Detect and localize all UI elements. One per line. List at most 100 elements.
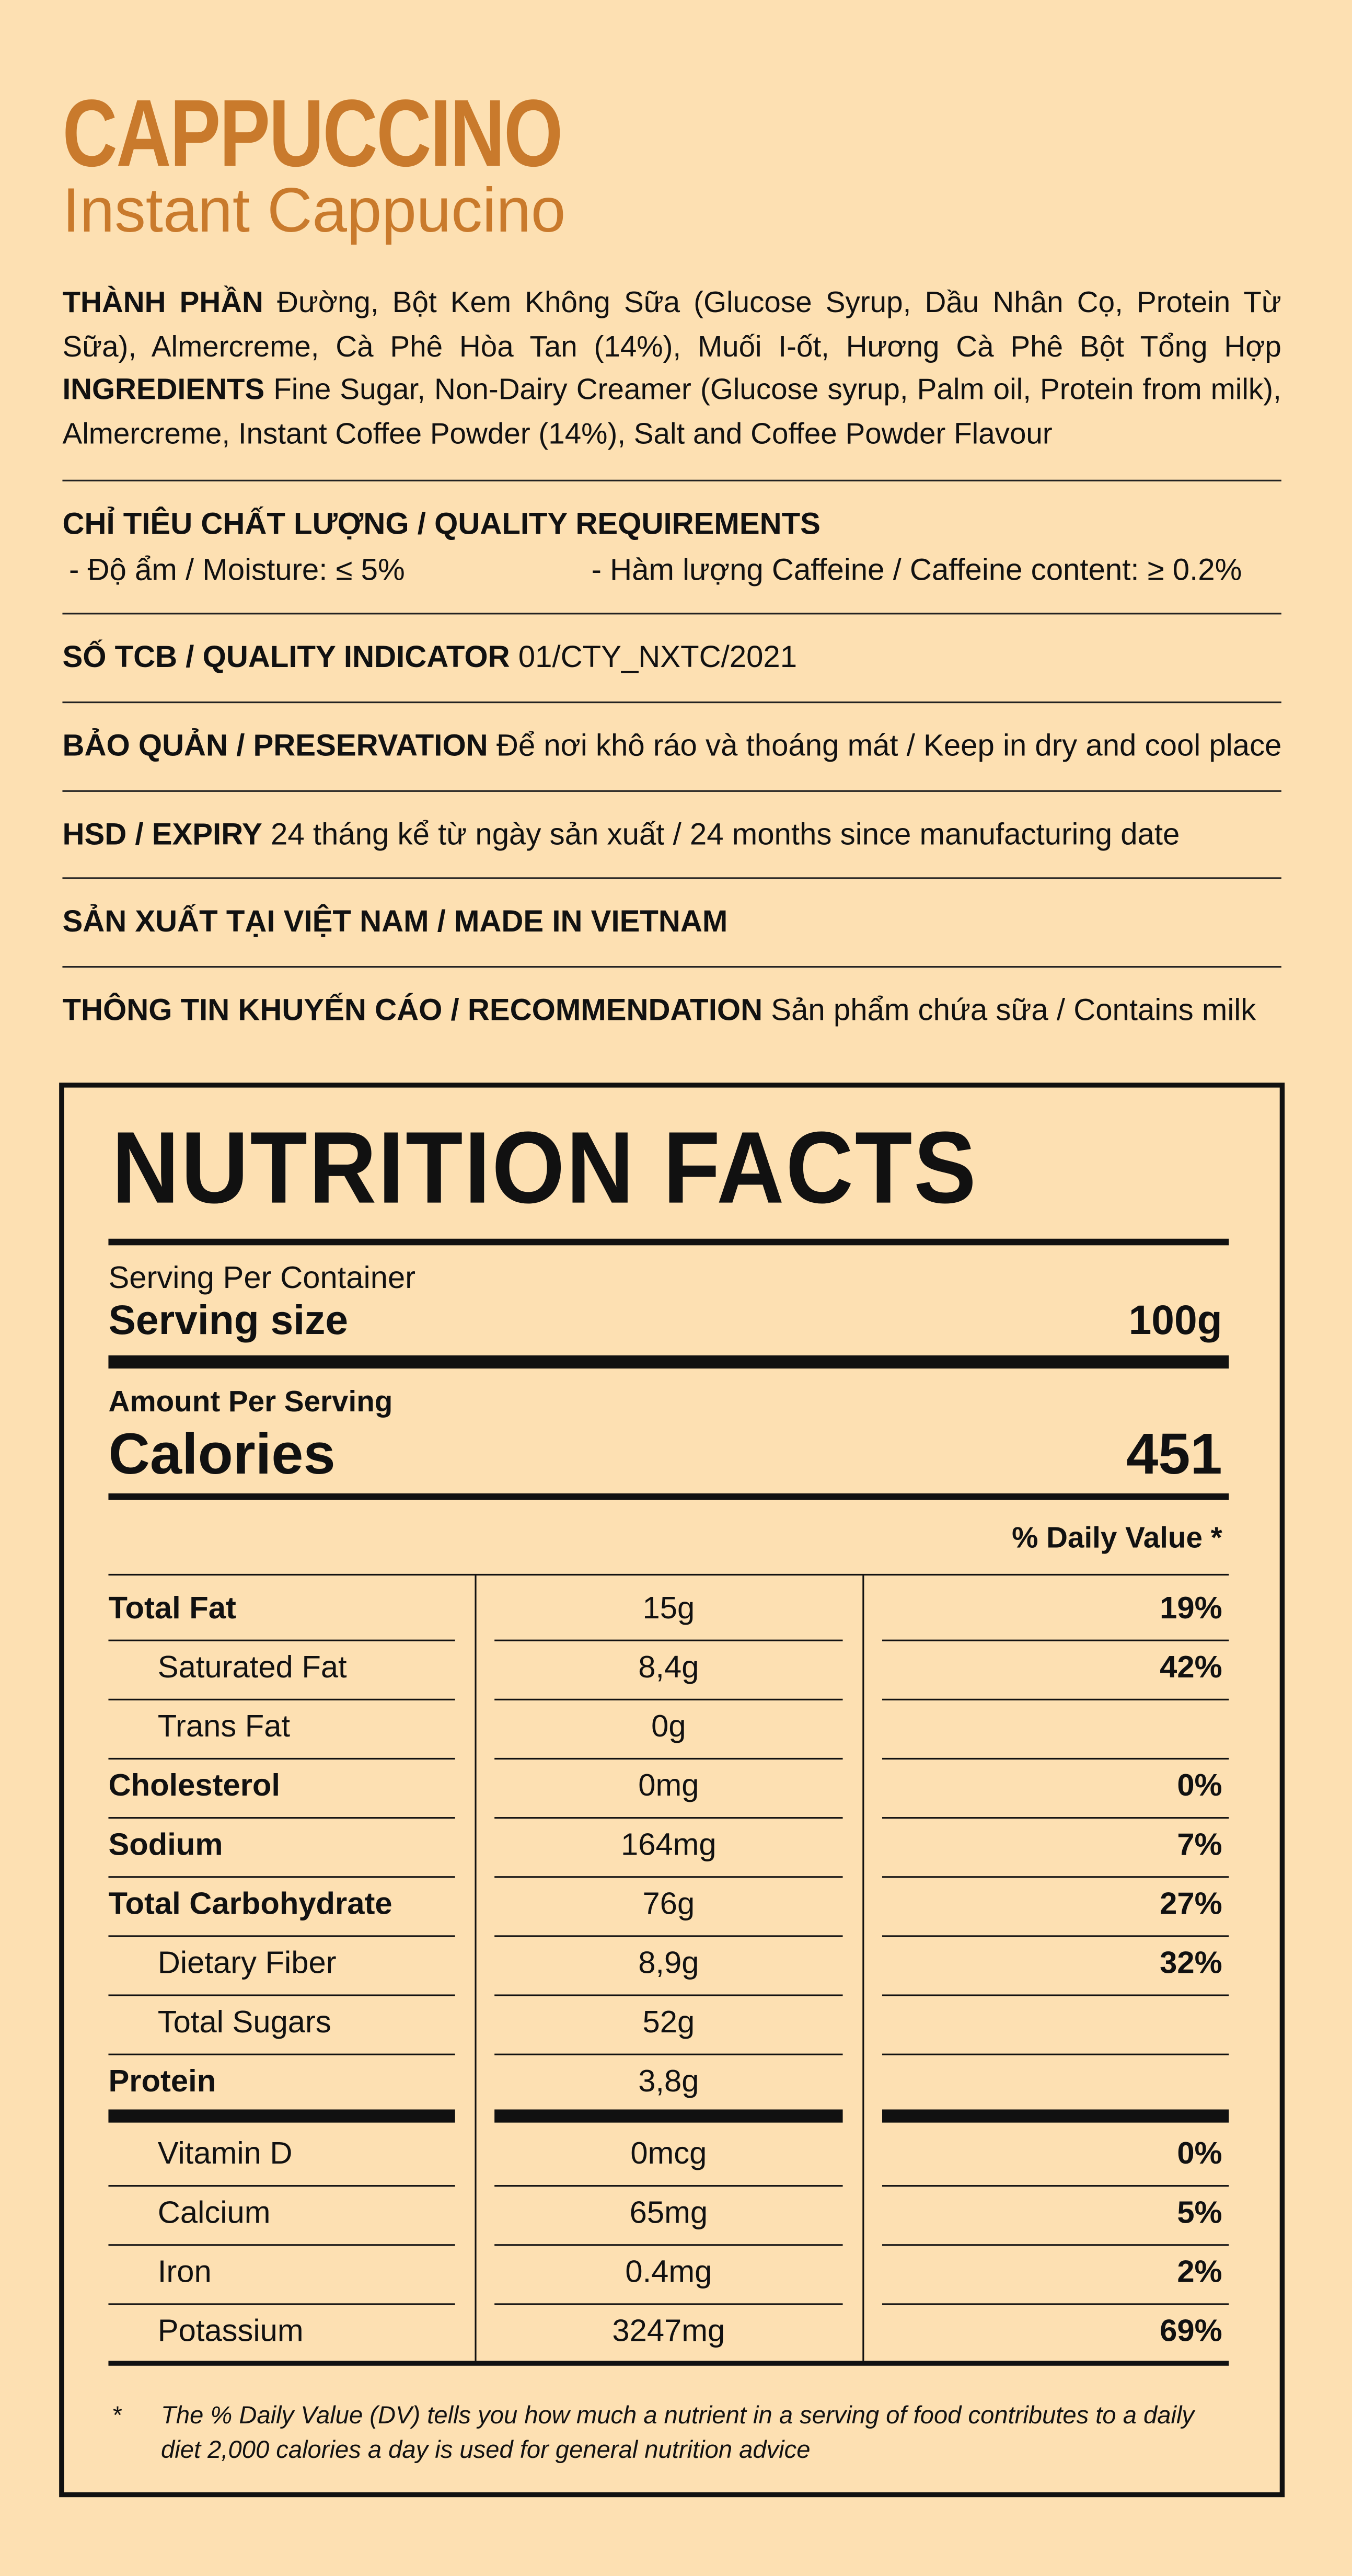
label: BẢO QUẢN / PRESERVATION — [62, 728, 488, 763]
info-row: BẢO QUẢN / PRESERVATION Để nơi khô ráo v… — [62, 726, 1281, 765]
info-row: THÔNG TIN KHUYẾN CÁO / RECOMMENDATION Sả… — [62, 991, 1256, 1030]
rule — [108, 1698, 455, 1700]
nutrient-name: Dietary Fiber — [157, 1947, 337, 1982]
nutrient-amount: 15g — [642, 1592, 695, 1627]
rule — [494, 2109, 843, 2123]
divider — [62, 479, 1281, 481]
rule — [882, 2109, 1229, 2123]
rule — [494, 1698, 843, 1700]
rule — [108, 2244, 455, 2246]
rule — [108, 1994, 455, 1996]
daily-value-header: % Daily Value * — [1012, 1521, 1222, 1555]
nutrient-name: Trans Fat — [157, 1710, 291, 1745]
nutrient-name: Total Carbohydrate — [108, 1888, 392, 1923]
label: HSD / EXPIRY — [62, 816, 262, 852]
rule — [108, 1876, 455, 1878]
value: Sản phẩm chứa sữa / Contains milk — [771, 992, 1256, 1027]
nutrient-name: Potassium — [157, 2315, 304, 2350]
column-rule — [475, 1576, 477, 2361]
value: Để nơi khô ráo và thoáng mát / Keep in d… — [496, 728, 1282, 763]
nutrient-amount: 8,9g — [638, 1947, 699, 1982]
rule — [108, 1355, 1229, 1369]
rule — [882, 1639, 1229, 1641]
column-rule — [862, 1576, 864, 2361]
rule — [882, 1876, 1229, 1878]
nutrient-dv: 69% — [1160, 2315, 1222, 2350]
nutrient-dv: 32% — [1160, 1947, 1222, 1982]
divider — [62, 966, 1281, 968]
rule — [494, 2244, 843, 2246]
nutrient-amount: 52g — [642, 2006, 695, 2041]
nutrient-dv: 0% — [1177, 2137, 1222, 2172]
rule — [494, 1994, 843, 1996]
rule — [108, 2303, 455, 2305]
nutrient-name: Saturated Fat — [157, 1651, 347, 1686]
rule — [882, 1994, 1229, 1996]
rule — [882, 1935, 1229, 1937]
label: THÔNG TIN KHUYẾN CÁO / RECOMMENDATION — [62, 992, 763, 1027]
rule — [494, 2303, 843, 2305]
rule — [494, 1935, 843, 1937]
nutrient-amount: 3247mg — [612, 2315, 725, 2350]
rule — [108, 1238, 1229, 1246]
nutrient-name: Sodium — [108, 1828, 223, 1864]
ingredients-label: THÀNH PHẦN — [62, 285, 263, 319]
rule — [108, 1935, 455, 1937]
value: 01/CTY_NXTC/2021 — [518, 639, 798, 674]
nutrient-name: Total Fat — [108, 1592, 236, 1627]
nutrient-dv: 19% — [1160, 1592, 1222, 1627]
nutrient-amount: 0g — [651, 1710, 686, 1745]
rule — [108, 2185, 455, 2187]
divider — [62, 790, 1281, 792]
ingredients: THÀNH PHẦN Đường, Bột Kem Không Sữa (Glu… — [62, 281, 1281, 455]
serving-size: 100g — [1128, 1297, 1222, 1344]
rule — [108, 1573, 1229, 1576]
nutrient-dv: 7% — [1177, 1828, 1222, 1864]
rule — [494, 1817, 843, 1819]
nutrient-name: Protein — [108, 2065, 216, 2100]
rule — [108, 2053, 455, 2055]
nutrient-amount: 0mg — [638, 1769, 699, 1804]
nutrient-amount: 0mcg — [630, 2137, 707, 2172]
nutrient-amount: 8,4g — [638, 1651, 699, 1686]
nutrient-name: Iron — [157, 2256, 212, 2291]
rule — [882, 1698, 1229, 1700]
nutrient-amount: 76g — [642, 1888, 695, 1923]
info-row: HSD / EXPIRY 24 tháng kể từ ngày sản xuấ… — [62, 815, 1180, 854]
nutrient-name: Cholesterol — [108, 1769, 281, 1804]
rule — [108, 1817, 455, 1819]
rule — [494, 1639, 843, 1641]
divider — [62, 702, 1281, 704]
rule — [108, 1757, 455, 1760]
serving-size-label: Serving size — [108, 1297, 349, 1344]
quality-item: - Độ ẩm / Moisture: ≤ 5% — [69, 552, 405, 587]
value: 24 tháng kể từ ngày sản xuất / 24 months… — [271, 816, 1180, 852]
rule — [108, 1493, 1229, 1500]
nutrient-name: Total Sugars — [157, 2006, 331, 2041]
quality-label: CHỈ TIÊU CHẤT LƯỢNG / QUALITY REQUIREMEN… — [62, 504, 820, 544]
rule — [882, 2303, 1229, 2305]
nutrient-amount: 65mg — [629, 2196, 708, 2232]
product-title: CAPPUCCINO — [62, 80, 563, 188]
serving-per-container: Serving Per Container — [108, 1261, 416, 1296]
info-row: SỐ TCB / QUALITY INDICATOR 01/CTY_NXTC/2… — [62, 637, 797, 676]
footnote-mark: * — [111, 2401, 122, 2430]
label: SỐ TCB / QUALITY INDICATOR — [62, 639, 510, 674]
rule — [108, 2361, 1229, 2366]
rule — [108, 1639, 455, 1641]
amount-per-serving: Amount Per Serving — [108, 1385, 393, 1418]
rule — [494, 1876, 843, 1878]
rule — [108, 2109, 455, 2123]
label: SẢN XUẤT TẠI VIỆT NAM / MADE IN VIETNAM — [62, 903, 728, 938]
quality-item: - Hàm lượng Caffeine / Caffeine content:… — [591, 552, 1242, 587]
rule — [494, 1757, 843, 1760]
nutrient-amount: 0.4mg — [625, 2256, 712, 2291]
nutrient-name: Calcium — [157, 2196, 271, 2232]
info-row: SẢN XUẤT TẠI VIỆT NAM / MADE IN VIETNAM — [62, 902, 727, 941]
nutrient-dv: 27% — [1160, 1888, 1222, 1923]
product-subtitle: Instant Cappucino — [62, 177, 566, 247]
rule — [882, 2053, 1229, 2055]
nutrient-dv: 2% — [1177, 2256, 1222, 2291]
